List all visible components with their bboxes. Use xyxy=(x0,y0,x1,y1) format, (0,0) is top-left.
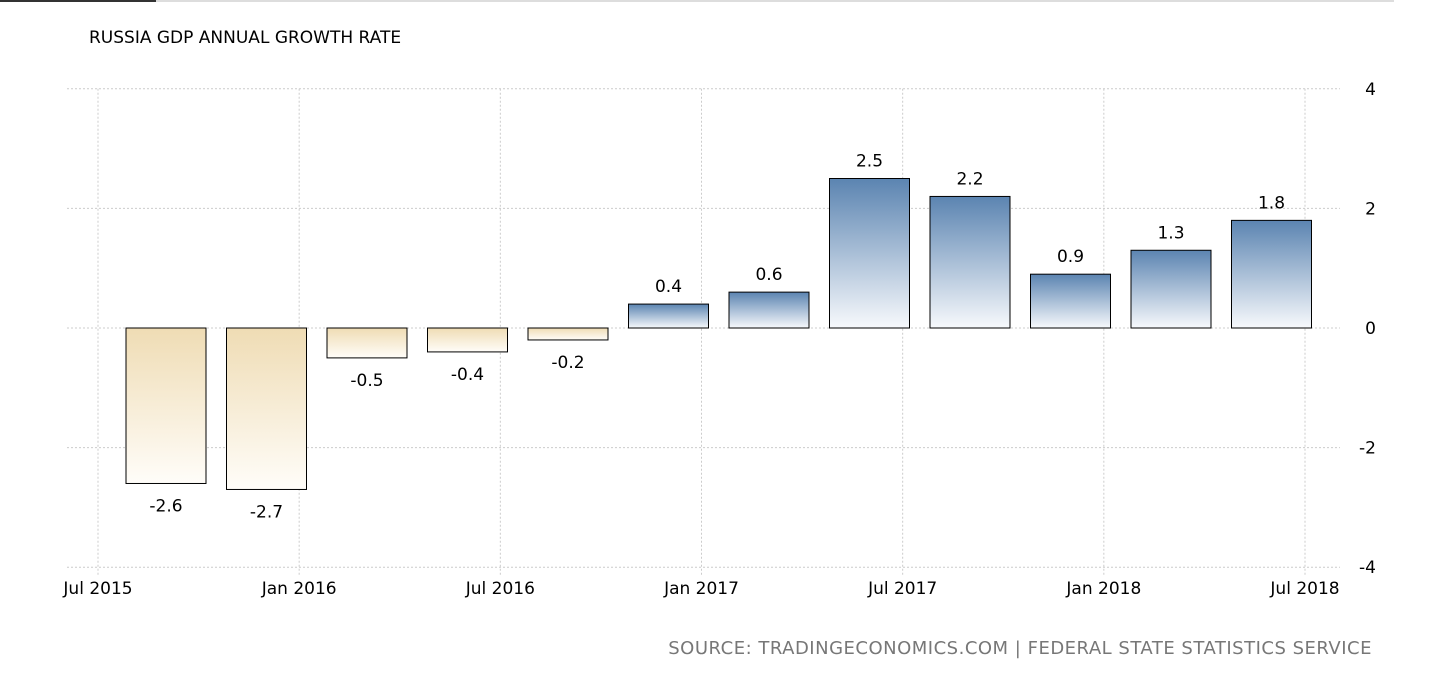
x-tick-label: Jul 2018 xyxy=(1269,579,1339,599)
bar xyxy=(527,327,609,341)
bar xyxy=(728,291,810,329)
data-label: 0.6 xyxy=(755,265,782,285)
data-label: 0.9 xyxy=(1057,247,1084,267)
bar xyxy=(1231,219,1312,329)
y-tick-label: 2 xyxy=(1365,199,1376,219)
x-tick-label: Jul 2016 xyxy=(465,579,535,599)
data-label: -0.2 xyxy=(551,353,584,373)
x-tick-label: Jul 2017 xyxy=(867,579,937,599)
data-label: 1.8 xyxy=(1258,193,1285,213)
data-label: -0.5 xyxy=(350,371,383,391)
x-tick-label: Jul 2015 xyxy=(62,579,132,599)
bar xyxy=(125,327,207,484)
y-tick-label: -2 xyxy=(1359,439,1376,459)
top-progress-bar xyxy=(0,0,156,2)
bar xyxy=(226,327,307,490)
bar xyxy=(829,178,910,329)
top-bar-track xyxy=(156,0,1394,2)
chart-title: RUSSIA GDP ANNUAL GROWTH RATE xyxy=(89,28,402,48)
x-tick-label: Jan 2017 xyxy=(663,579,739,599)
bar xyxy=(628,303,709,329)
data-label: 2.5 xyxy=(856,152,883,172)
bar xyxy=(1130,249,1212,329)
x-tick-label: Jan 2016 xyxy=(261,579,337,599)
y-tick-label: -4 xyxy=(1359,558,1376,578)
bar xyxy=(326,327,408,359)
data-label: 0.4 xyxy=(655,277,682,297)
data-label: -0.4 xyxy=(451,365,484,385)
data-label: -2.6 xyxy=(149,496,182,516)
bar xyxy=(1030,273,1111,329)
bar xyxy=(427,327,508,353)
source-note: SOURCE: TRADINGECONOMICS.COM | FEDERAL S… xyxy=(668,638,1372,659)
y-tick-label: 0 xyxy=(1365,319,1376,339)
y-tick-label: 4 xyxy=(1365,80,1376,100)
data-label: 2.2 xyxy=(956,169,983,189)
data-label: 1.3 xyxy=(1157,223,1184,243)
x-tick-label: Jan 2018 xyxy=(1065,579,1141,599)
data-label: -2.7 xyxy=(250,502,283,522)
bar xyxy=(929,195,1011,329)
